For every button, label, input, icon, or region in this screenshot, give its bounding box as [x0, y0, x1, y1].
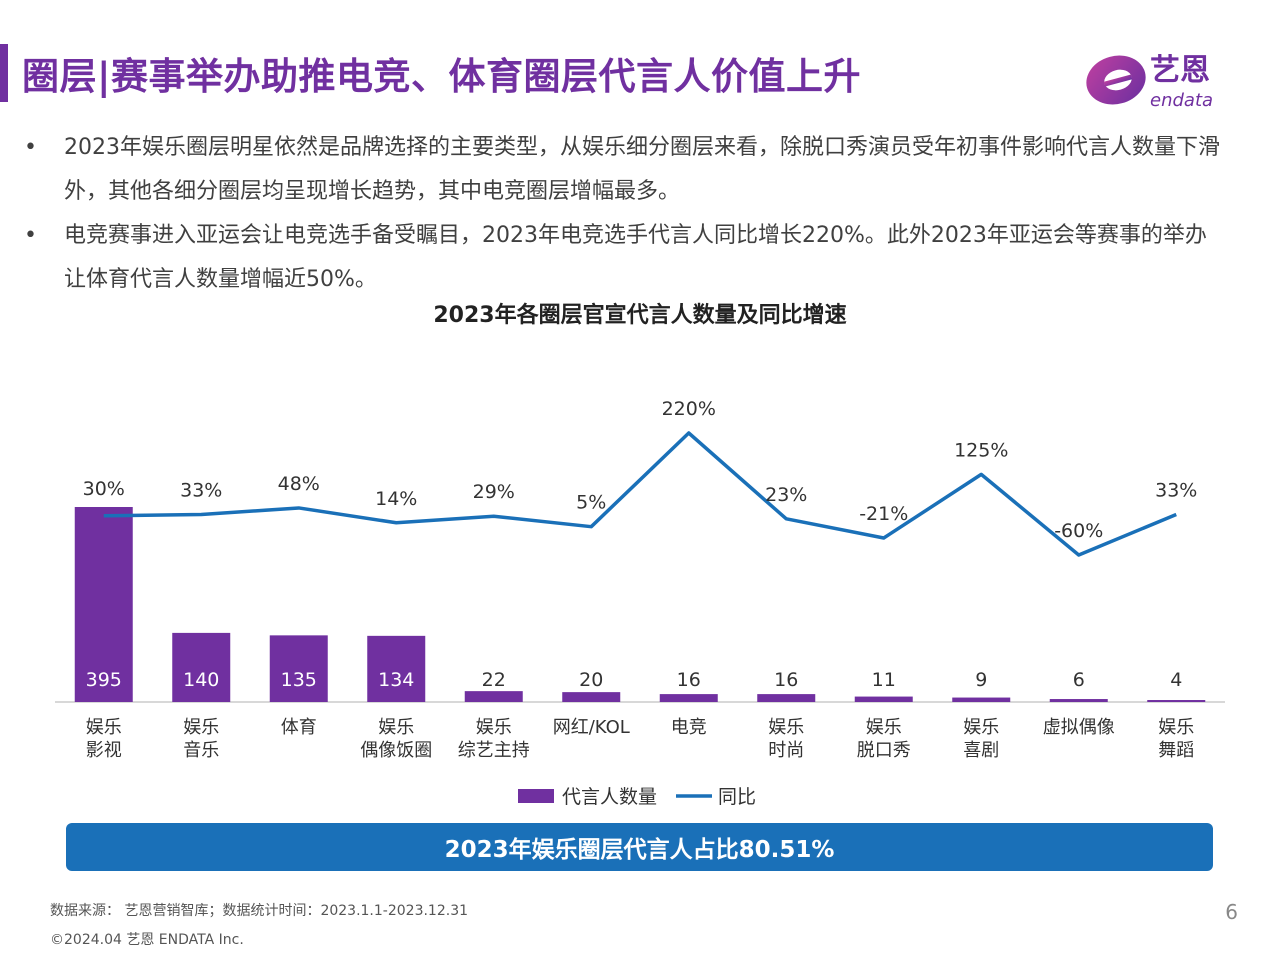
banner-text: 2023年娱乐圈层代言人占比80.51% [444, 837, 835, 863]
logo-subtext: endata [1150, 90, 1213, 111]
yoy-label: 30% [83, 478, 125, 500]
bar [562, 692, 621, 702]
bar-value-label: 6 [1073, 669, 1085, 691]
category-label: 脱口秀 [857, 740, 911, 761]
bar-value-label: 134 [378, 669, 414, 691]
bar [659, 694, 718, 702]
category-label: 虚拟偶像 [1043, 717, 1115, 738]
category-label: 娱乐 [86, 717, 122, 738]
category-label: 偶像饭圈 [360, 740, 432, 761]
yoy-label: 5% [576, 492, 606, 514]
logo-icon: 艺恩 endata [1086, 53, 1213, 111]
bullet-text: 电竞赛事进入亚运会让电竞选手备受瞩目，2023年电竞选手代言人同比增长220%。… [64, 223, 1207, 292]
bar-value-label: 140 [183, 669, 219, 691]
title-accent-bar [0, 44, 8, 102]
category-label: 影视 [86, 740, 122, 761]
yoy-label: 125% [954, 439, 1008, 461]
bar [952, 697, 1011, 702]
bar [854, 696, 913, 702]
logo-text: 艺恩 [1150, 53, 1210, 88]
yoy-label: 23% [765, 484, 807, 506]
data-source: 数据来源： 艺恩营销智库；数据统计时间：2023.1.1-2023.12.31 [50, 903, 469, 919]
yoy-label: 33% [1155, 479, 1197, 501]
chart: 2023年各圈层官宣代言人数量及同比增速395娱乐影视140娱乐音乐135体育1… [55, 302, 1225, 808]
category-label: 喜剧 [963, 740, 999, 761]
bar [367, 635, 426, 702]
chart-title: 2023年各圈层官宣代言人数量及同比增速 [433, 302, 846, 328]
category-label: 娱乐 [183, 717, 219, 738]
category-label: 电竞 [671, 717, 707, 738]
bar [269, 635, 328, 702]
bar-value-label: 20 [579, 669, 603, 691]
category-label: 娱乐 [378, 717, 414, 738]
category-label: 娱乐 [866, 717, 902, 738]
bar-value-label: 16 [677, 669, 701, 691]
yoy-label: 220% [662, 398, 716, 420]
category-label: 娱乐 [1158, 717, 1194, 738]
endata-logo: 艺恩 endata [1082, 46, 1242, 116]
bar-value-label: 11 [872, 669, 896, 691]
category-label: 娱乐 [768, 717, 804, 738]
yoy-label: -60% [1054, 520, 1103, 542]
yoy-label: 29% [473, 481, 515, 503]
bullet-marker: • [24, 223, 37, 248]
bar-value-label: 395 [86, 669, 122, 691]
bullet-item: • 2023年娱乐圈层明星依然是品牌选择的主要类型，从娱乐细分圈层来看，除脱口秀… [22, 126, 1222, 214]
copyright: ©2024.04 艺恩 ENDATA Inc. [50, 932, 244, 948]
bar [464, 691, 523, 702]
summary-banner: 2023年娱乐圈层代言人占比80.51% [66, 823, 1213, 871]
yoy-line [103, 431, 1177, 557]
legend-line-label: 同比 [718, 786, 756, 808]
bar-value-label: 22 [482, 669, 506, 691]
bar-value-label: 135 [281, 669, 317, 691]
category-label: 舞蹈 [1158, 740, 1194, 761]
yoy-label: 48% [278, 473, 320, 495]
bar-value-label: 16 [774, 669, 798, 691]
bullet-list: • 2023年娱乐圈层明星依然是品牌选择的主要类型，从娱乐细分圈层来看，除脱口秀… [22, 126, 1222, 302]
bar-value-label: 4 [1170, 669, 1182, 691]
yoy-label: 33% [180, 479, 222, 501]
bar [172, 632, 231, 702]
category-label: 网红/KOL [553, 717, 630, 738]
bar [1147, 700, 1206, 702]
bullet-text: 2023年娱乐圈层明星依然是品牌选择的主要类型，从娱乐细分圈层来看，除脱口秀演员… [64, 135, 1220, 204]
yoy-label: 14% [375, 488, 417, 510]
category-label: 时尚 [768, 740, 804, 761]
legend-bar-swatch [518, 789, 554, 803]
bar [757, 694, 816, 702]
bullet-item: • 电竞赛事进入亚运会让电竞选手备受瞩目，2023年电竞选手代言人同比增长220… [22, 214, 1222, 302]
category-label: 体育 [281, 717, 317, 738]
page-title: 圈层|赛事举办助推电竞、体育圈层代言人价值上升 [22, 55, 862, 98]
legend-bar-label: 代言人数量 [562, 786, 657, 808]
yoy-label: -21% [859, 503, 908, 525]
category-label: 娱乐 [963, 717, 999, 738]
page-number: 6 [1225, 900, 1238, 924]
bar [74, 507, 133, 702]
category-label: 娱乐 [476, 717, 512, 738]
bullet-marker: • [24, 135, 37, 160]
bar [1049, 699, 1108, 702]
category-label: 综艺主持 [458, 740, 530, 761]
category-label: 音乐 [183, 740, 219, 761]
bar-value-label: 9 [975, 669, 987, 691]
